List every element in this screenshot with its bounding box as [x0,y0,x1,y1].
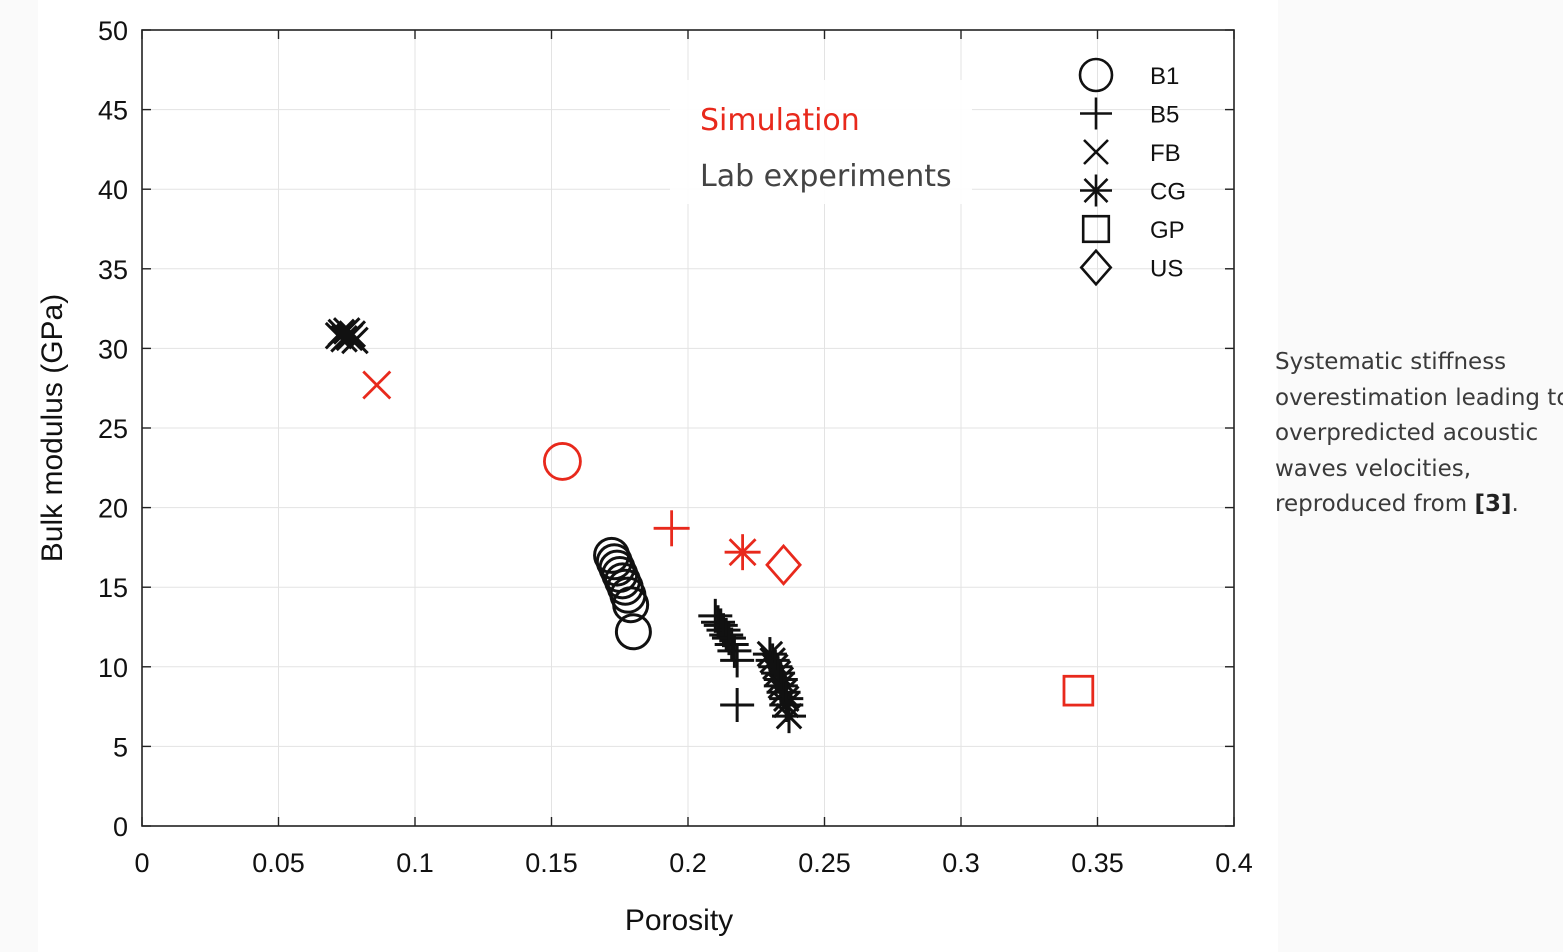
legend-circle-marker [1078,57,1114,93]
caption-text: reproduced from [1275,491,1475,517]
simulation-square-marker [1062,674,1095,707]
legend-square-marker [1081,214,1111,244]
figure-panel: 0 0.05 0.1 0.15 0.2 0.25 0.3 0.35 0.4 0 5 10 15 20 25… [38,0,1278,952]
y-tick-label: 15 [98,573,128,603]
x-tick-label: 0.35 [1071,848,1124,878]
x-tick-label: 0.2 [669,848,707,878]
lab-plus-marker [720,688,755,723]
lab-plus-marker [709,617,744,652]
caption-line: Systematic stiffness [1275,349,1507,375]
legend: B1 B5 FB CG GP US [1078,57,1186,287]
y-tick-label: 20 [98,494,128,524]
lab-plus-marker [720,643,755,678]
caption-reference: [3] [1474,491,1512,517]
axis-ticks [141,29,1235,827]
lab-circle-marker [612,586,650,624]
y-tick-label: 40 [98,175,128,205]
y-tick-label: 5 [113,732,128,762]
caption-period: . [1511,491,1519,517]
x-tick-label: 0.25 [798,848,851,878]
lab-asterisk-marker [769,688,804,723]
x-tick-labels: 0 0.05 0.1 0.15 0.2 0.25 0.3 0.35 0.4 [134,848,1252,878]
caption-line: waves velocities, [1275,455,1472,482]
y-tick-label: 0 [113,812,128,842]
caption-line: overpredicted acoustic [1275,420,1539,446]
simulation-x-marker [362,370,392,400]
y-tick-label: 45 [98,96,128,126]
lab-plus-marker [714,627,749,662]
y-axis-title: Bulk modulus (GPa) [38,294,69,562]
y-tick-label: 25 [98,414,128,444]
y-tick-labels: 0 5 10 15 20 25 30 35 40 45 50 [98,16,128,842]
legend-label: B5 [1150,102,1179,129]
y-tick-label: 10 [98,653,128,683]
lab-circle-marker [614,613,652,651]
legend-label: US [1150,256,1183,283]
legend-diamond-marker [1079,248,1113,287]
annotation-lab-experiments: Lab experiments [700,159,952,194]
y-tick-label: 30 [98,334,128,364]
simulation-circle-marker [543,442,582,481]
lab-x-marker [330,325,358,353]
x-tick-label: 0.1 [396,848,434,878]
legend-label: GP [1150,217,1185,244]
legend-x-marker [1083,139,1109,165]
lab-x-marker [327,318,356,347]
annotation-box: Simulation Lab experiments [670,80,972,204]
lab-asterisk-marker [772,699,807,734]
legend-label: B1 [1150,63,1179,90]
x-tick-label: 0 [134,848,149,878]
caption-line: overestimation leading to [1275,384,1563,411]
scatter-chart: 0 0.05 0.1 0.15 0.2 0.25 0.3 0.35 0.4 0 5 10 15 20 25… [38,16,1253,937]
annotation-simulation: Simulation [700,103,860,138]
lab-plus-marker [717,633,752,668]
lab-plus-marker [698,598,733,633]
legend-plus-marker [1080,97,1112,130]
lab-x-marker [338,320,367,348]
data-points [324,317,1095,734]
lab-plus-marker [706,613,741,648]
y-tick-label: 50 [98,16,128,46]
figure-caption: Systematic stiffness overestimation lead… [1275,345,1563,523]
simulation-asterisk-marker [724,534,761,571]
lab-x-marker [341,326,369,355]
y-tick-label: 35 [98,255,128,285]
x-axis-title: Porosity [625,904,733,937]
simulation-plus-marker [653,510,690,547]
legend-label: CG [1150,179,1186,206]
x-tick-label: 0.4 [1215,848,1253,878]
simulation-diamond-marker [765,543,802,586]
x-tick-label: 0.15 [525,848,578,878]
legend-label: FB [1150,140,1181,167]
x-tick-label: 0.3 [942,848,980,878]
caption-line: reproduced from [3]. [1275,487,1563,523]
legend-asterisk-marker [1080,174,1112,207]
x-tick-label: 0.05 [252,848,305,878]
